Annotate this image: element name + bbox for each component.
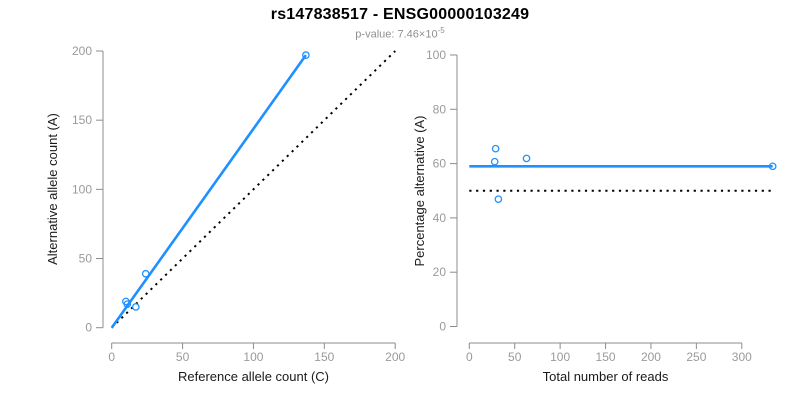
fit-line: [110, 54, 307, 329]
x-tick-label: 200: [641, 350, 661, 364]
y-tick-label: 50: [79, 252, 93, 266]
y-tick-label: 60: [433, 157, 447, 171]
y-tick-label: 200: [72, 44, 92, 58]
identity-line: [111, 50, 396, 329]
data-point: [123, 300, 132, 309]
y-tick-label: 80: [433, 102, 447, 116]
y-tick-label: 0: [439, 320, 446, 334]
data-point: [494, 195, 503, 204]
x-tick-label: 300: [732, 350, 752, 364]
x-tick-label: 150: [314, 350, 334, 364]
y-axis-title: Alternative allele count (A): [45, 113, 60, 265]
x-axis-title: Reference allele count (C): [178, 369, 329, 384]
pvalue-exponent: -5: [437, 26, 445, 35]
panel-allele-counts: 0 50 100 150 200 0 50 100 150 200 Reference allele…: [45, 44, 406, 384]
data-point: [302, 51, 310, 60]
panel-percentage-vs-coverage: 0 20 40 60 80 100 0 50 100 150 200 250 300 Total numb…: [412, 48, 777, 384]
data-point: [522, 154, 531, 163]
y-tick-label: 100: [426, 48, 446, 62]
x-tick-label: 100: [243, 350, 263, 364]
y-tick-label: 100: [72, 182, 92, 196]
x-tick-label: 100: [550, 350, 570, 364]
data-point: [768, 162, 777, 171]
x-tick-label: 150: [596, 350, 616, 364]
y-axis-title: Percentage alternative (A): [412, 115, 427, 266]
data-point: [490, 157, 499, 166]
figure-title: rs147838517 - ENSG00000103249: [270, 6, 530, 23]
x-axis-title: Total number of reads: [543, 369, 669, 384]
y-tick-label: 0: [85, 321, 92, 335]
x-tick-label: 200: [385, 350, 405, 364]
x-tick-label: 50: [508, 350, 522, 364]
x-tick-label: 0: [108, 350, 115, 364]
data-point: [491, 144, 500, 153]
x-tick-label: 250: [686, 350, 706, 364]
y-tick-label: 40: [433, 211, 447, 225]
pvalue-text: p-value: 7.46×10: [355, 28, 438, 41]
figure-subtitle: p-value: 7.46×10-5: [0, 26, 800, 41]
y-tick-label: 20: [433, 265, 447, 279]
x-tick-label: 50: [176, 350, 190, 364]
data-point: [131, 303, 140, 311]
x-tick-label: 0: [466, 350, 473, 364]
data-point: [141, 269, 150, 278]
y-tick-label: 150: [72, 113, 92, 127]
